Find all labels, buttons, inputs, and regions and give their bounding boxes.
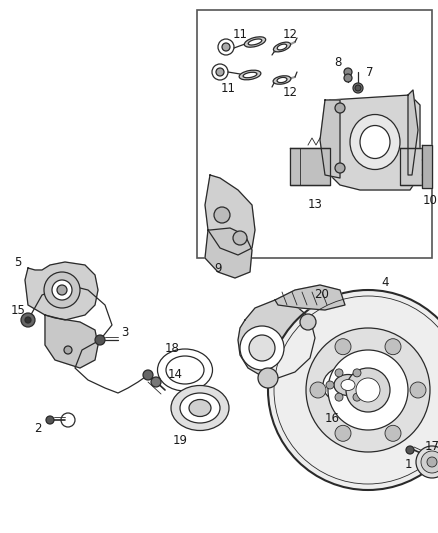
- Ellipse shape: [180, 393, 220, 423]
- Circle shape: [95, 335, 105, 345]
- Ellipse shape: [273, 76, 291, 84]
- Text: 1: 1: [404, 458, 412, 472]
- Circle shape: [355, 85, 361, 91]
- Polygon shape: [320, 100, 340, 178]
- Circle shape: [52, 280, 72, 300]
- Circle shape: [268, 290, 438, 490]
- Circle shape: [335, 369, 343, 377]
- Circle shape: [353, 369, 361, 377]
- Circle shape: [410, 382, 426, 398]
- Ellipse shape: [277, 44, 287, 50]
- Circle shape: [335, 425, 351, 441]
- Circle shape: [258, 368, 278, 388]
- Text: 11: 11: [220, 82, 236, 94]
- Circle shape: [362, 381, 370, 389]
- Polygon shape: [290, 148, 330, 185]
- Ellipse shape: [273, 42, 290, 52]
- Text: 12: 12: [283, 85, 297, 99]
- Circle shape: [416, 446, 438, 478]
- Text: 4: 4: [381, 276, 389, 288]
- Polygon shape: [238, 300, 315, 378]
- Text: 7: 7: [366, 66, 374, 78]
- Circle shape: [46, 416, 54, 424]
- Circle shape: [233, 231, 247, 245]
- Circle shape: [344, 74, 352, 82]
- Text: 17: 17: [424, 440, 438, 453]
- Circle shape: [353, 83, 363, 93]
- Polygon shape: [422, 145, 432, 188]
- Ellipse shape: [244, 37, 266, 47]
- Ellipse shape: [360, 125, 390, 158]
- Circle shape: [143, 370, 153, 380]
- Text: 2: 2: [34, 422, 42, 434]
- Text: 8: 8: [334, 55, 342, 69]
- Circle shape: [421, 451, 438, 473]
- Ellipse shape: [350, 115, 400, 169]
- Circle shape: [353, 393, 361, 401]
- Circle shape: [240, 326, 284, 370]
- Circle shape: [57, 285, 67, 295]
- Polygon shape: [45, 315, 98, 368]
- Circle shape: [64, 346, 72, 354]
- Text: 9: 9: [214, 262, 222, 274]
- Ellipse shape: [334, 375, 362, 395]
- Ellipse shape: [277, 77, 287, 83]
- Circle shape: [427, 457, 437, 467]
- Text: 3: 3: [121, 327, 129, 340]
- Ellipse shape: [248, 39, 262, 45]
- Circle shape: [385, 425, 401, 441]
- Polygon shape: [330, 95, 420, 190]
- Circle shape: [151, 377, 161, 387]
- Ellipse shape: [189, 400, 211, 416]
- Circle shape: [25, 317, 31, 323]
- Text: 10: 10: [423, 193, 438, 206]
- Circle shape: [335, 338, 351, 354]
- Circle shape: [214, 207, 230, 223]
- Text: 16: 16: [325, 411, 339, 424]
- Circle shape: [249, 335, 275, 361]
- Text: 12: 12: [283, 28, 297, 42]
- Circle shape: [356, 378, 380, 402]
- Text: 20: 20: [314, 288, 329, 302]
- Circle shape: [222, 43, 230, 51]
- Circle shape: [335, 393, 343, 401]
- Circle shape: [406, 446, 414, 454]
- Polygon shape: [400, 148, 422, 185]
- Circle shape: [335, 103, 345, 113]
- Text: 19: 19: [173, 433, 187, 447]
- Ellipse shape: [171, 385, 229, 431]
- Text: 15: 15: [11, 303, 25, 317]
- Text: 14: 14: [167, 368, 183, 382]
- Circle shape: [44, 272, 80, 308]
- Text: 5: 5: [14, 255, 22, 269]
- Polygon shape: [408, 90, 418, 175]
- Circle shape: [216, 68, 224, 76]
- Polygon shape: [205, 175, 255, 255]
- Ellipse shape: [312, 358, 384, 413]
- Circle shape: [385, 338, 401, 354]
- Circle shape: [21, 313, 35, 327]
- Circle shape: [344, 68, 352, 76]
- Polygon shape: [275, 285, 345, 310]
- Polygon shape: [25, 262, 98, 320]
- Circle shape: [328, 350, 408, 430]
- Circle shape: [326, 381, 334, 389]
- Ellipse shape: [243, 72, 257, 78]
- Ellipse shape: [323, 366, 373, 404]
- Polygon shape: [205, 228, 252, 278]
- Circle shape: [346, 368, 390, 412]
- Text: 11: 11: [233, 28, 247, 42]
- Circle shape: [310, 382, 326, 398]
- Ellipse shape: [239, 70, 261, 80]
- Ellipse shape: [341, 379, 355, 391]
- Text: 13: 13: [307, 198, 322, 212]
- Text: 18: 18: [165, 342, 180, 354]
- Circle shape: [306, 328, 430, 452]
- Circle shape: [300, 314, 316, 330]
- Bar: [197, 10, 432, 258]
- Circle shape: [335, 163, 345, 173]
